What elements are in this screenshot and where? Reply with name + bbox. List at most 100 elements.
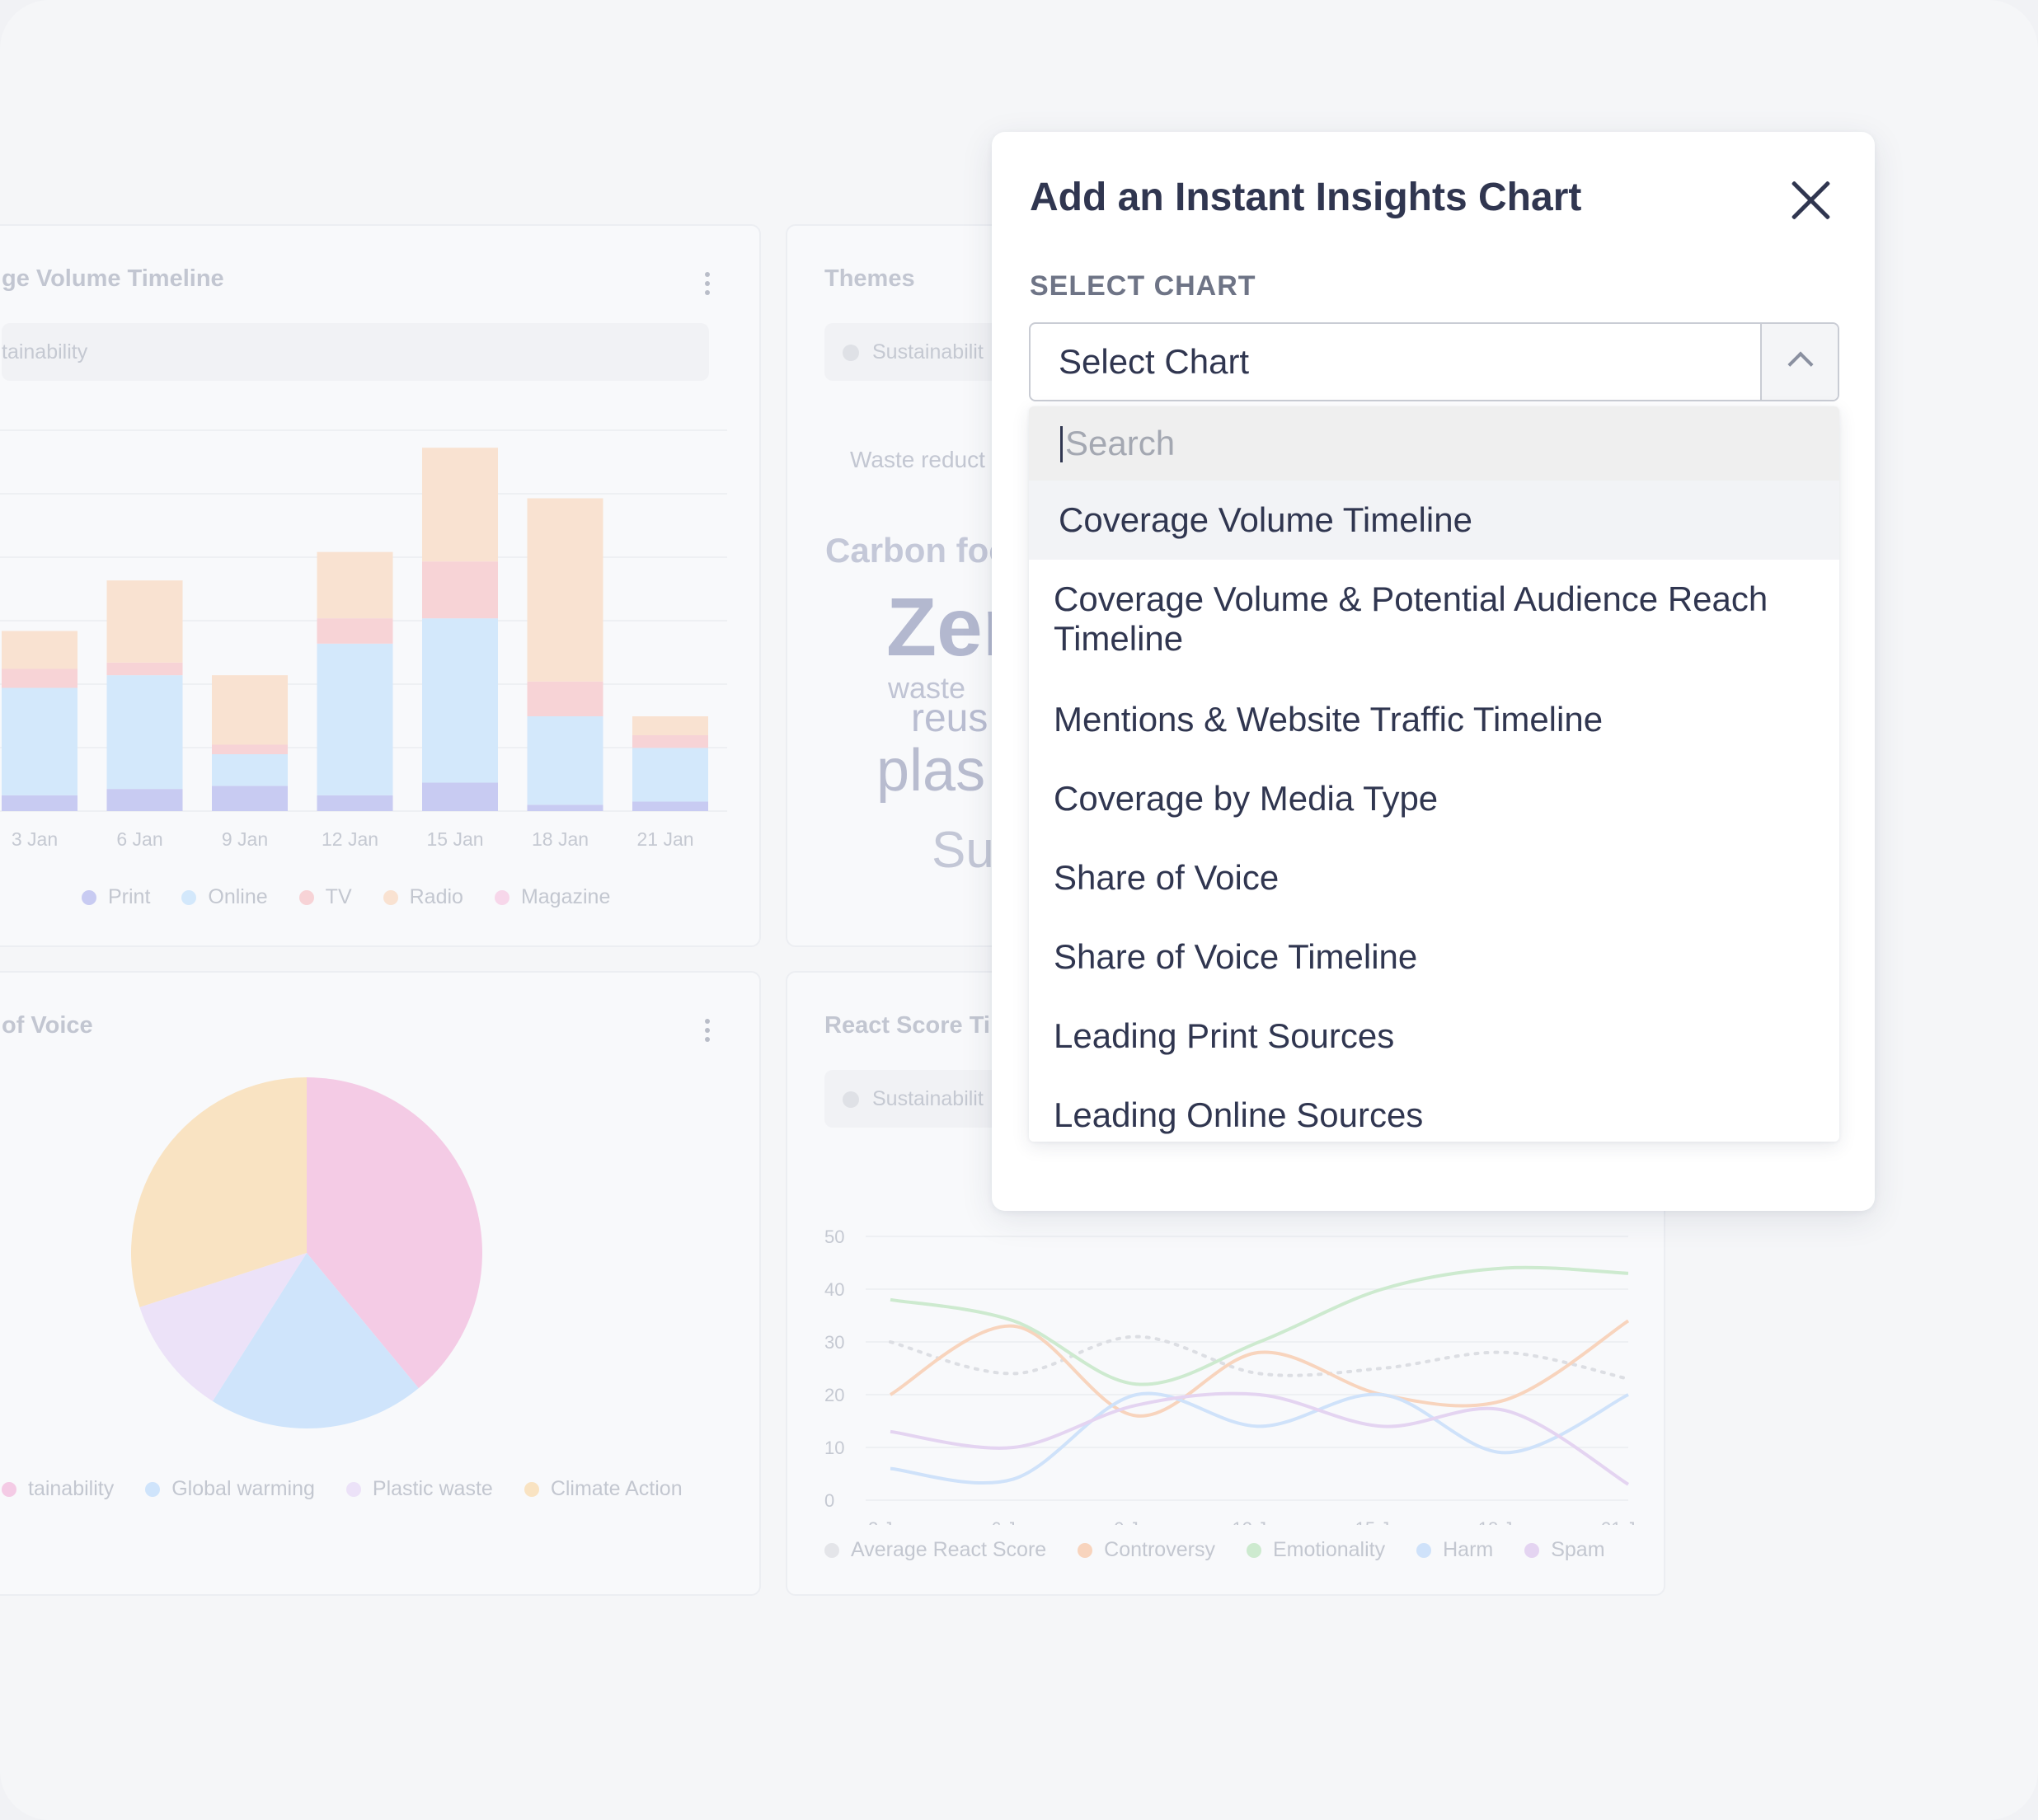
modal-title: Add an Instant Insights Chart: [1030, 176, 1582, 219]
filter-pill: tainability: [2, 323, 709, 381]
bar-segment: [2, 687, 77, 795]
x-tick-label: 18 Jan: [532, 828, 589, 850]
legend-swatch: [82, 890, 96, 905]
legend-swatch: [1246, 1543, 1261, 1558]
legend-label: Emotionality: [1272, 1538, 1386, 1561]
legend-label: tainability: [28, 1477, 115, 1500]
bar-segment: [632, 735, 708, 748]
legend-label: Magazine: [520, 885, 611, 908]
bar-segment: [632, 748, 708, 802]
word-cloud-word: plas: [876, 738, 986, 804]
pie-slice: [130, 1077, 307, 1307]
option-label: Share of Voice: [1054, 858, 1280, 897]
x-tick-label: 9 Jan: [222, 828, 268, 850]
bar-segment: [106, 675, 183, 790]
legend-item: Global warming: [145, 1477, 315, 1500]
option-label: Leading Online Sources: [1054, 1095, 1424, 1134]
x-tick-label: 21 Jan: [1601, 1518, 1655, 1525]
legend-item: Online: [181, 885, 268, 908]
chart-select[interactable]: Select Chart: [1029, 322, 1839, 401]
add-insights-chart-modal: Add an Instant Insights Chart SELECT CHA…: [992, 132, 1875, 1211]
legend-swatch: [383, 890, 398, 905]
word-cloud-word: Carbon foo: [825, 531, 1010, 570]
dropdown-option[interactable]: Mentions & Website Traffic Timeline: [1029, 680, 1839, 759]
stacked-bar-chart: 3 Jan 6 Jan 9 Jan 12 Jan 15 Jan 18 Jan 21 Jan: [0, 429, 727, 850]
pie-slice: [212, 1253, 419, 1428]
option-label: Share of Voice Timeline: [1054, 937, 1418, 976]
y-tick-label: 30: [824, 1332, 844, 1353]
legend-item: Harm: [1416, 1538, 1493, 1561]
dropdown-option[interactable]: Share of Voice Timeline: [1029, 917, 1839, 997]
bar-segment: [317, 795, 393, 811]
bar-segment: [422, 782, 498, 811]
x-tick-label: 12 Jan: [1232, 1518, 1286, 1525]
option-label: Coverage Volume & Potential Audience Rea…: [1054, 579, 1768, 658]
share-of-voice-card: of Voice tainability Global warming Plasti…: [0, 971, 761, 1596]
bar-segment: [527, 681, 603, 716]
option-label: Leading Print Sources: [1054, 1016, 1395, 1055]
x-tick-label: 3 Jan: [12, 828, 58, 850]
line-chart: 50 40 30 20 10 0 3 Jan 6 Jan 9 Jan 12 Jan 15 Jan 18…: [824, 1227, 1655, 1525]
card-title: ge Volume Timeline: [2, 265, 224, 292]
x-tick-label: 15 Jan: [426, 828, 483, 850]
pie-slice: [307, 1077, 482, 1389]
more-options-icon[interactable]: [705, 1019, 711, 1046]
legend-swatch: [181, 890, 197, 905]
bar-segment: [212, 675, 288, 745]
bar-segment: [212, 754, 288, 786]
card-title: of Voice: [2, 1012, 93, 1039]
bar-segment: [632, 716, 708, 735]
bar-segment: [106, 662, 183, 676]
bar-segment: [2, 631, 77, 669]
option-label: Coverage Volume Timeline: [1059, 500, 1472, 539]
bar-segment: [317, 618, 393, 644]
bar-segment: [422, 561, 498, 619]
series-line: [890, 1391, 1630, 1486]
dropdown-option[interactable]: Share of Voice: [1029, 838, 1839, 917]
search-input[interactable]: [1059, 406, 1801, 481]
legend-swatch: [145, 1482, 161, 1497]
legend-swatch: [1524, 1543, 1540, 1558]
legend-item: Controversy: [1078, 1538, 1215, 1561]
legend-item: Magazine: [494, 885, 611, 908]
select-chart-label: SELECT CHART: [1030, 270, 1256, 302]
bar-segment: [527, 716, 603, 805]
bar-segment: [2, 668, 77, 688]
more-options-icon[interactable]: [705, 272, 711, 299]
chart-legend: tainability Global warming Plastic waste Cl…: [2, 1477, 714, 1501]
legend-label: Climate Action: [550, 1477, 683, 1500]
legend-item: Print: [82, 885, 150, 908]
card-title: React Score Ti: [824, 1012, 990, 1039]
bar-segment: [2, 795, 77, 811]
y-tick-label: 50: [824, 1227, 844, 1247]
bar-segment: [106, 789, 183, 811]
bar-segment: [317, 551, 393, 619]
x-tick-label: 6 Jan: [116, 828, 162, 850]
series-line: [890, 1319, 1630, 1418]
legend-swatch: [2, 1482, 16, 1497]
dropdown-option[interactable]: Coverage Volume & Potential Audience Rea…: [1029, 560, 1839, 680]
close-icon[interactable]: [1789, 178, 1834, 223]
filter-label: Sustainabilit: [872, 340, 984, 364]
bar-segment: [422, 448, 498, 562]
legend-item: Radio: [383, 885, 463, 908]
dropdown-option[interactable]: Coverage Volume Timeline: [1029, 481, 1839, 560]
legend-label: Controversy: [1104, 1538, 1215, 1561]
legend-label: Online: [208, 885, 268, 908]
legend-swatch: [824, 1543, 839, 1558]
x-tick-label: 9 Jan: [1114, 1518, 1158, 1525]
dropdown-toggle-button[interactable]: [1760, 324, 1838, 400]
dropdown-option[interactable]: Leading Print Sources: [1029, 997, 1839, 1076]
text-cursor: [1060, 426, 1063, 462]
word-cloud-word: Waste reduct: [850, 447, 985, 472]
dropdown-option[interactable]: Leading Online Sources: [1029, 1076, 1839, 1142]
legend-swatch: [345, 1482, 361, 1497]
legend-label: Average React Score: [851, 1538, 1047, 1561]
legend-item: Climate Action: [524, 1477, 683, 1500]
series-line: [889, 1335, 1630, 1381]
legend-swatch: [494, 890, 510, 905]
legend-label: TV: [325, 885, 352, 908]
legend-label: Spam: [1551, 1538, 1605, 1561]
dropdown-option[interactable]: Coverage by Media Type: [1029, 759, 1839, 838]
legend-item: Average React Score: [824, 1538, 1046, 1561]
